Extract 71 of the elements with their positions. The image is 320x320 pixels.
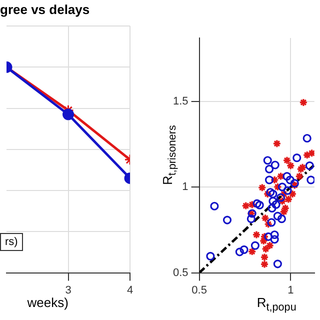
point (240, 245, 248, 254)
point (306, 176, 314, 184)
point (260, 260, 269, 269)
point (268, 190, 278, 198)
point (270, 235, 279, 244)
point (263, 156, 272, 165)
point (278, 196, 287, 206)
point (248, 247, 256, 256)
point (281, 204, 290, 212)
point (267, 218, 276, 227)
point (299, 98, 308, 107)
point (286, 176, 294, 184)
point (260, 214, 270, 222)
point (276, 172, 286, 181)
point (302, 150, 312, 160)
point (248, 200, 256, 209)
point (264, 176, 274, 184)
point (286, 161, 295, 170)
x-tick-label: 1 (288, 284, 294, 296)
point (282, 156, 292, 165)
point (268, 196, 278, 206)
y-tick-label: 1.5 (172, 95, 188, 108)
point (295, 172, 304, 181)
point (250, 241, 260, 250)
point (292, 154, 302, 162)
point (270, 176, 279, 184)
point (273, 260, 282, 268)
y-tick-label: 1 (182, 181, 188, 194)
point (302, 134, 312, 143)
point (270, 160, 280, 170)
point (260, 252, 269, 262)
point (263, 190, 272, 198)
point (252, 199, 262, 208)
point (264, 220, 273, 228)
point (264, 232, 273, 241)
point (266, 188, 275, 197)
point (255, 200, 264, 210)
point (262, 244, 270, 254)
point (222, 216, 232, 224)
point (278, 182, 287, 192)
point (206, 252, 215, 260)
point (268, 204, 276, 212)
x-axis-title: R$_{t,popu}$ (256, 294, 296, 314)
x-axis-title: weeks) (27, 294, 68, 310)
point (258, 183, 266, 192)
point (210, 202, 219, 210)
x-tick-label: 4 (126, 284, 134, 296)
point (252, 230, 261, 240)
point (280, 190, 288, 198)
point (276, 193, 286, 202)
x-tick-label: 3 (65, 284, 72, 296)
point (288, 190, 297, 198)
chart-title: gree vs delays (0, 2, 90, 17)
point (282, 172, 292, 181)
point (266, 241, 274, 250)
y-tick-label: 0.5 (172, 266, 188, 279)
point (235, 248, 244, 256)
point (246, 214, 256, 224)
point (242, 201, 250, 210)
point (284, 194, 293, 204)
point (270, 230, 279, 240)
point (273, 212, 282, 220)
point (272, 200, 280, 209)
point (305, 161, 314, 170)
x-tick-label: 0.5 (192, 284, 207, 296)
point (283, 186, 292, 195)
point (264, 164, 274, 174)
point (273, 182, 282, 192)
point (277, 214, 286, 224)
annotation: rs) (0, 232, 23, 251)
point (272, 139, 282, 148)
